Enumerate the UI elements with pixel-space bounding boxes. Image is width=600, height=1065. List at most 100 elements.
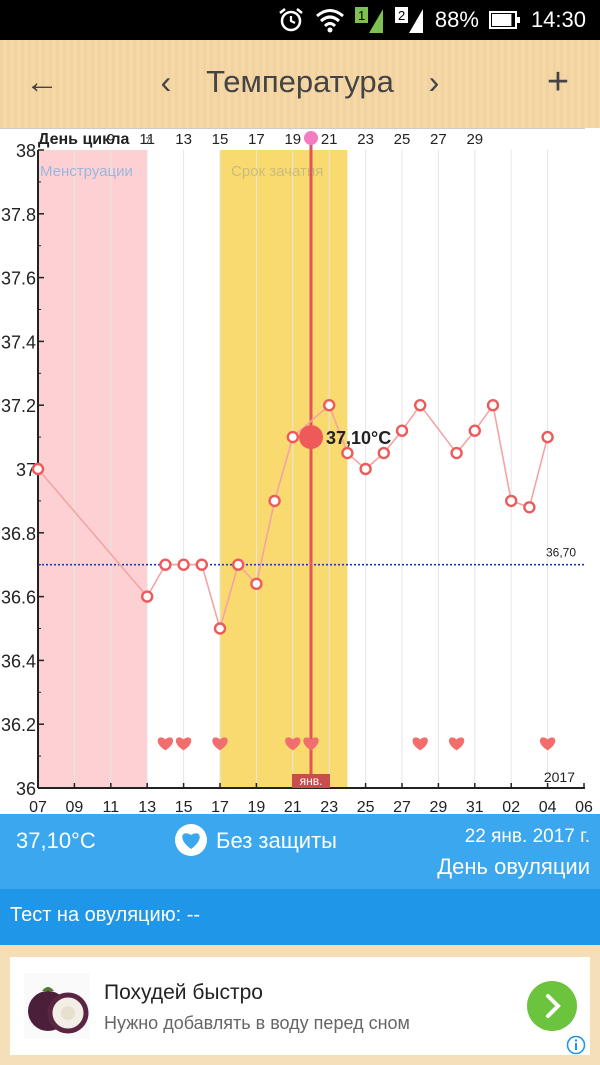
back-button[interactable]: ← (22, 60, 62, 104)
chevron-right-icon (546, 994, 561, 1018)
intercourse-heart-icon (157, 737, 174, 751)
temperature-chart-svg[interactable]: Менструации Срок зачатия День цикла 7 9 11 13 1… (0, 128, 600, 814)
temperature-point (268, 494, 281, 508)
cycle-day-tick: 21 (321, 131, 338, 148)
x-date-tick: 31 (466, 799, 484, 814)
x-date-tick: 23 (320, 799, 338, 814)
selected-date: 22 янв. 2017 г. (464, 826, 590, 847)
sim1-signal-icon: 1 (354, 5, 385, 35)
y-tick-label: 38 (16, 141, 36, 161)
intercourse-heart-icon (539, 737, 556, 751)
ad-card[interactable]: Похудей быстро Нужно добавлять в воду пе… (10, 957, 590, 1055)
selected-day-info: 37,10°C Без защиты 22 янв. 2017 г. День … (0, 814, 600, 889)
ad-title: Похудей быстро (104, 981, 263, 1004)
y-tick-label: 37.2 (1, 396, 36, 416)
temperature-point (231, 558, 245, 571)
heart-icon (182, 833, 200, 849)
cycle-day-label: День цикла (38, 131, 129, 148)
x-date-tick: 15 (175, 799, 193, 814)
cycle-day-tick: 9 (107, 131, 115, 148)
fertile-window-label: Срок зачатия (231, 163, 323, 180)
selected-temperature-point (299, 425, 323, 450)
temperature-point (541, 430, 554, 444)
ovulation-test-bar[interactable]: Тест на овуляцию: -- (0, 889, 600, 945)
sim1-label: 1 (358, 8, 365, 23)
selected-temperature: 37,10°C (16, 828, 96, 853)
selected-day-handle (304, 131, 318, 145)
add-entry-button[interactable]: + (538, 60, 578, 104)
month-marker-label: янв. (300, 774, 323, 788)
cycle-day-tick: 27 (430, 131, 447, 148)
x-date-tick: 27 (393, 799, 411, 814)
arrow-left-icon: ← (25, 63, 59, 101)
previous-chart-button[interactable]: ‹ (152, 60, 180, 104)
temperature-point (450, 446, 463, 460)
intercourse-heart-icon (175, 737, 192, 751)
x-date-tick: 11 (102, 799, 119, 814)
wifi-icon (315, 7, 345, 33)
temperature-point (195, 558, 209, 571)
x-date-tick: 02 (502, 799, 520, 814)
temperature-point (177, 558, 190, 571)
chevron-left-icon: ‹ (160, 64, 172, 100)
x-date-tick: 17 (211, 799, 229, 814)
temperature-point (377, 446, 390, 460)
y-tick-label: 36.6 (1, 588, 36, 608)
day-type: День овуляции (437, 854, 590, 879)
cycle-day-tick: 29 (466, 131, 483, 148)
temperature-point (341, 446, 354, 460)
status-bar-icons: 1 2 88% 14:30 (277, 0, 586, 40)
temperature-point (31, 462, 45, 476)
cycle-day-tick: 23 (357, 131, 374, 148)
alarm-clock-icon (277, 6, 305, 34)
cycle-day-tick: 19 (284, 131, 301, 148)
intercourse-heart-icon (285, 737, 301, 751)
sim2-label: 2 (398, 8, 405, 23)
cycle-day-tick: 17 (248, 131, 265, 148)
temperature-chart[interactable]: Менструации Срок зачатия День цикла 7 9 11 13 1… (0, 128, 600, 814)
next-chart-button[interactable]: › (420, 60, 448, 104)
cycle-day-tick: 15 (212, 131, 229, 148)
x-date-tick: 09 (66, 799, 84, 814)
menstruation-band (38, 150, 148, 788)
intercourse-heart-icon (448, 737, 465, 751)
temperature-point (213, 622, 227, 635)
intercourse-heart-icon (212, 737, 228, 751)
temperature-point (395, 424, 409, 437)
temperature-point (140, 590, 154, 603)
y-tick-label: 36.8 (1, 524, 36, 544)
ad-banner: Похудей быстро Нужно добавлять в воду пе… (0, 945, 600, 1065)
protection-toggle[interactable] (175, 824, 207, 856)
y-tick-label: 37.6 (1, 269, 36, 289)
x-date-tick: 29 (430, 799, 448, 814)
selected-temperature-label: 37,10°C (326, 428, 391, 448)
y-tick-label: 37.8 (1, 205, 36, 225)
x-date-tick: 04 (539, 799, 557, 814)
temperature-point (286, 430, 299, 444)
temperature-point (414, 399, 427, 412)
x-date-tick: 21 (284, 799, 302, 814)
month-marker-bg (292, 774, 330, 788)
temperature-line (37, 403, 549, 632)
app-bar: ← ‹ Температура › + (0, 40, 600, 128)
ad-open-button[interactable] (527, 981, 577, 1031)
cycle-day-tick: 25 (394, 131, 411, 148)
intercourse-heart-icon (303, 737, 319, 751)
y-tick-label: 36.4 (1, 651, 36, 671)
ad-subtitle: Нужно добавлять в воду перед сном (104, 1013, 410, 1033)
plus-icon: + (546, 61, 570, 103)
y-tick-label: 36.2 (1, 715, 36, 735)
intercourse-heart-icon (412, 737, 428, 751)
ad-info-button[interactable] (566, 1035, 586, 1055)
chevron-right-icon: › (428, 64, 440, 100)
x-date-tick: 19 (248, 799, 266, 814)
cycle-day-tick: 11 (139, 131, 155, 148)
status-bar: 1 2 88% 14:30 (0, 0, 600, 40)
y-tick-label: 37 (16, 460, 36, 480)
temperature-point (468, 424, 481, 437)
info-icon (566, 1035, 586, 1055)
mangosteen-fruit-icon (24, 973, 90, 1039)
sim2-signal-icon: 2 (394, 5, 425, 35)
temperature-point (250, 577, 263, 591)
temperature-point (505, 494, 518, 508)
